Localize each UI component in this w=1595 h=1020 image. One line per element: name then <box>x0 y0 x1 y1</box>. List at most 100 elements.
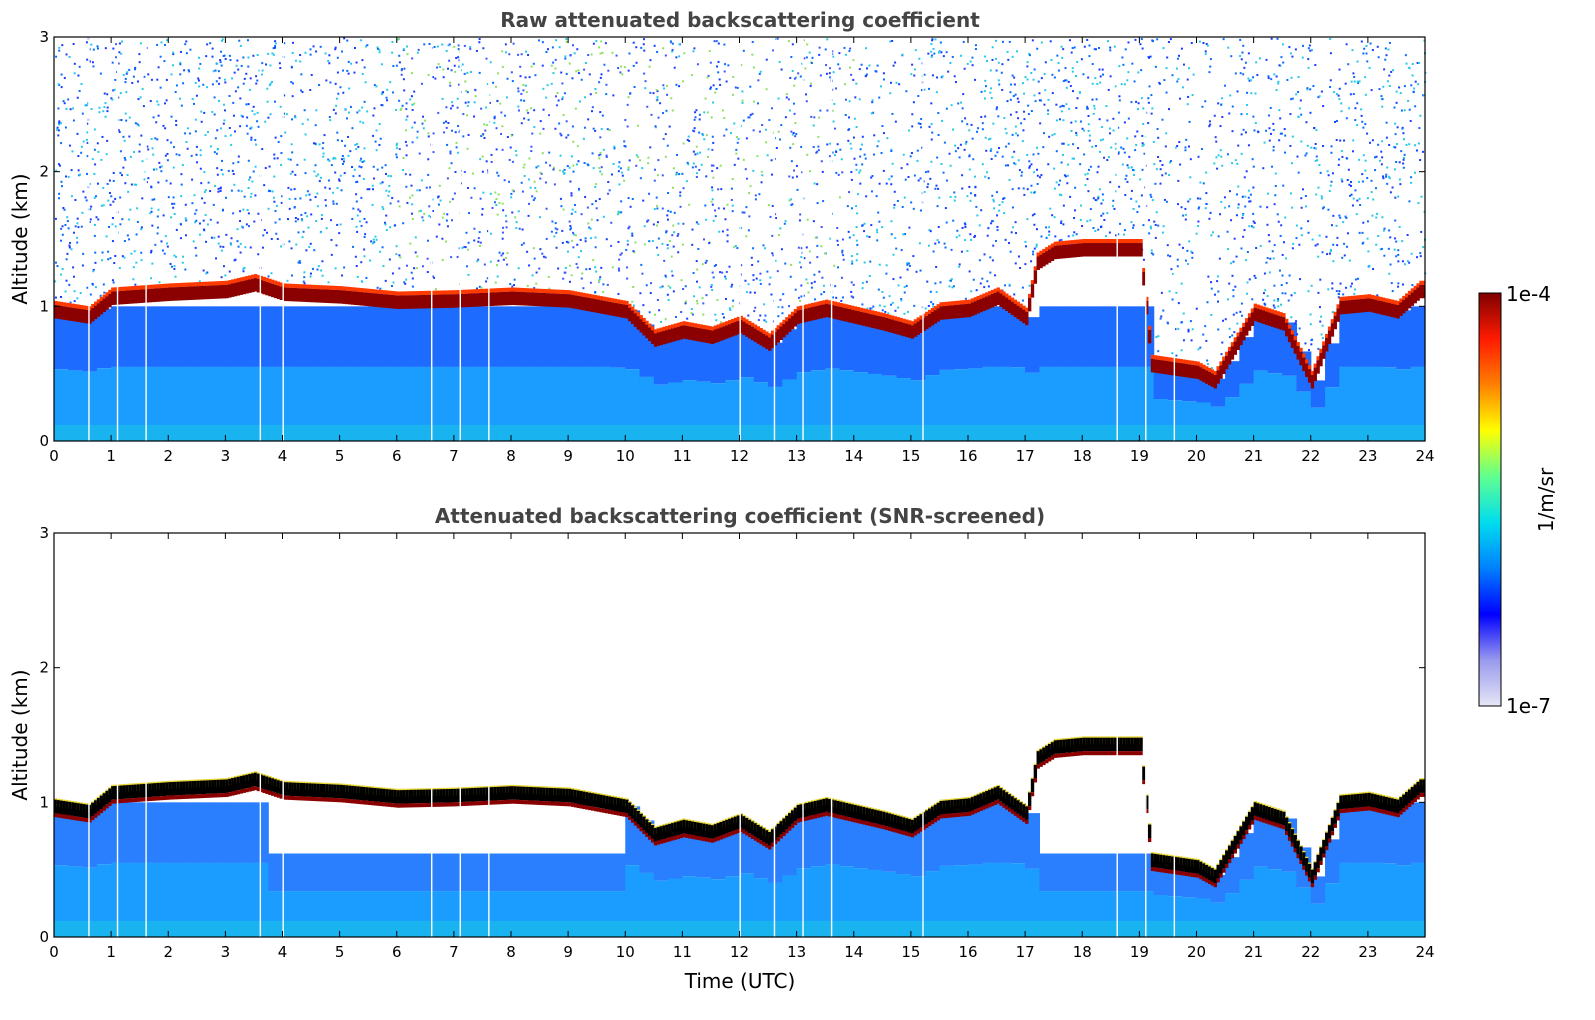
gap-line <box>1173 533 1176 937</box>
x-tick-label: 21 <box>1244 943 1263 961</box>
y-axis-label: Altitude (km) <box>8 173 32 304</box>
gap-line <box>1173 37 1176 441</box>
x-tick-label: 14 <box>844 943 863 961</box>
colorbar-min-label: 1e-7 <box>1506 694 1551 718</box>
x-tick-label: 24 <box>1415 447 1434 465</box>
x-tick-label: 7 <box>449 943 459 961</box>
colorbar-max-label: 1e-4 <box>1506 282 1551 306</box>
x-tick-label: 16 <box>958 447 977 465</box>
gap-line <box>459 533 461 937</box>
x-tick-label: 24 <box>1415 943 1434 961</box>
chart-title: Attenuated backscattering coefficient (S… <box>435 504 1045 528</box>
gap-line <box>145 533 147 937</box>
x-tick-label: 17 <box>1016 447 1035 465</box>
gap-line <box>116 37 119 441</box>
gap-line <box>1116 533 1118 937</box>
gap-line <box>459 37 461 441</box>
x-tick-label: 5 <box>335 943 345 961</box>
x-tick-label: 6 <box>392 943 402 961</box>
gap-line <box>773 533 776 937</box>
gap-line <box>259 37 262 441</box>
x-tick-label: 1 <box>106 447 116 465</box>
x-tick-label: 6 <box>392 447 402 465</box>
x-tick-label: 17 <box>1016 943 1035 961</box>
gap-line <box>88 37 90 441</box>
x-axis-label: Time (UTC) <box>684 969 796 993</box>
data-gaps <box>88 533 1176 937</box>
colorbar: 1e-4 1e-7 1/m/sr <box>1478 282 1558 718</box>
x-tick-label: 10 <box>616 943 635 961</box>
x-tick-label: 11 <box>673 447 692 465</box>
y-tick-label: 1 <box>39 297 49 315</box>
gap-line <box>116 533 119 937</box>
chart-title: Raw attenuated backscattering coefficien… <box>500 8 980 32</box>
y-tick-label: 0 <box>39 432 49 450</box>
x-tick-label: 19 <box>1130 943 1149 961</box>
y-tick-label: 2 <box>39 163 49 181</box>
gap-line <box>739 533 741 937</box>
gap-line <box>830 533 833 937</box>
x-tick-label: 10 <box>616 447 635 465</box>
panel-screened: Attenuated backscattering coefficient (S… <box>8 504 1435 993</box>
gap-line <box>739 37 741 441</box>
x-tick-label: 4 <box>278 447 288 465</box>
y-tick-label: 3 <box>39 28 49 46</box>
x-tick-label: 0 <box>49 943 59 961</box>
x-tick-label: 8 <box>506 447 516 465</box>
x-tick-label: 2 <box>163 447 173 465</box>
x-tick-label: 15 <box>901 447 920 465</box>
gap-line <box>1116 37 1118 441</box>
heatmap-area <box>54 37 1427 441</box>
y-tick-label: 2 <box>39 659 49 677</box>
gap-line <box>488 37 490 441</box>
gap-line <box>259 533 262 937</box>
gap-line <box>802 533 804 937</box>
x-tick-label: 23 <box>1358 943 1377 961</box>
heatmap-area <box>54 533 1426 937</box>
x-tick-label: 13 <box>787 943 806 961</box>
gap-line <box>282 533 284 937</box>
gap-line <box>1145 37 1147 441</box>
gap-line <box>145 37 147 441</box>
x-tick-label: 21 <box>1244 447 1263 465</box>
gap-line <box>431 37 433 441</box>
y-tick-label: 1 <box>39 793 49 811</box>
x-tick-label: 8 <box>506 943 516 961</box>
y-tick-label: 3 <box>39 524 49 542</box>
gap-line <box>773 37 776 441</box>
gap-line <box>88 533 90 937</box>
gap-line <box>282 37 284 441</box>
data-gaps <box>88 37 1176 441</box>
x-tick-label: 20 <box>1187 447 1206 465</box>
x-tick-label: 19 <box>1130 447 1149 465</box>
aerosol-layer <box>54 802 1426 937</box>
x-tick-label: 5 <box>335 447 345 465</box>
colorbar-unit-label: 1/m/sr <box>1534 467 1558 532</box>
gap-line <box>1145 533 1147 937</box>
x-tick-label: 9 <box>563 943 573 961</box>
y-axis-label: Altitude (km) <box>8 669 32 800</box>
colorbar-gradient <box>1478 292 1502 707</box>
aerosol-layer <box>54 306 1426 441</box>
x-tick-label: 22 <box>1301 447 1320 465</box>
x-tick-label: 1 <box>106 943 116 961</box>
x-tick-label: 0 <box>49 447 59 465</box>
cloud-layer <box>54 239 1426 389</box>
axis-ticks: 0 1 2 3 4 5 6 7 8 9 10 11 12 13 14 15 16 17 18 19 20 21 22 23 24… <box>39 524 1434 961</box>
x-tick-label: 7 <box>449 447 459 465</box>
x-tick-label: 12 <box>730 943 749 961</box>
x-tick-label: 18 <box>1073 943 1092 961</box>
gap-line <box>488 533 490 937</box>
gap-line <box>922 533 924 937</box>
x-tick-label: 2 <box>163 943 173 961</box>
x-tick-label: 14 <box>844 447 863 465</box>
x-tick-label: 20 <box>1187 943 1206 961</box>
y-tick-label: 0 <box>39 928 49 946</box>
x-tick-label: 13 <box>787 447 806 465</box>
panel-raw: Raw attenuated backscattering coefficien… <box>8 8 1435 465</box>
x-tick-label: 22 <box>1301 943 1320 961</box>
x-tick-label: 3 <box>221 943 231 961</box>
x-tick-label: 23 <box>1358 447 1377 465</box>
x-tick-label: 3 <box>221 447 231 465</box>
